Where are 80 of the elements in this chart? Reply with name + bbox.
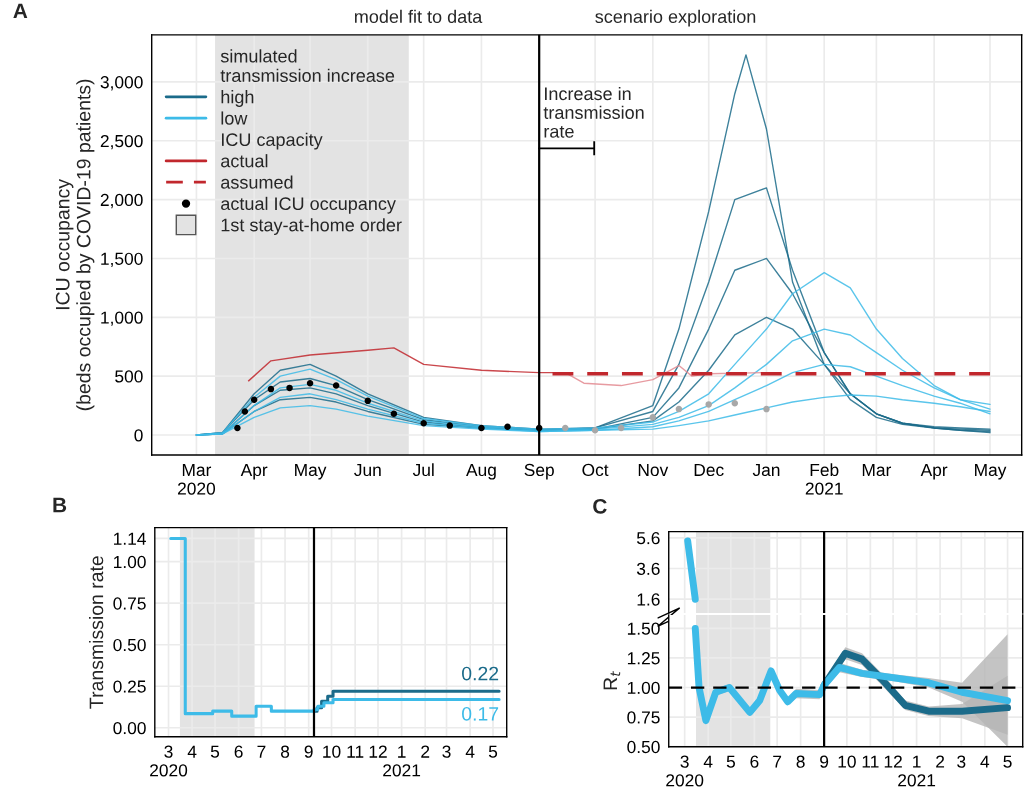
x-tick-label: Sep [524,463,554,480]
x-tick-label: Nov [638,463,669,477]
x-tick-label: May [295,463,327,480]
chart-title: A [13,3,28,19]
x-tick-label: May [975,463,1007,480]
x-tick-label: Dec [694,463,724,477]
y-tick-label: 0.50 [113,638,146,652]
x-tick-label: 5 [1003,755,1012,768]
y-tick-label: 1.14 [114,532,146,545]
x-tick-label: 4 [980,755,990,768]
x-tick-label: 10 [323,745,341,758]
x-tick-label: Mar [862,463,892,477]
x-tick-label: 3 [442,745,451,758]
y-tick-label: 1,500 [101,252,143,267]
x-tick-label: 2 [421,745,430,758]
data-label: 0.22 [462,666,499,681]
text: model fit to data [354,9,483,24]
x-tick-label: 9 [820,755,829,768]
x-tick-label: 8 [796,755,805,768]
x-tick-label: 4 [703,755,713,768]
legend-label: low [221,111,248,125]
y-tick-label: 3,000 [100,76,143,91]
band-label: 1st stay-at-home order [221,218,402,235]
y-tick-label: 0.75 [627,711,660,724]
y-tick-label: 5.6 [636,531,660,545]
x-tick-label: 11 [347,745,364,758]
x-tick-label: Jan [752,463,780,477]
y-tick-label: 0 [134,429,143,442]
y-tick-label: 1,000 [101,311,143,326]
x-tick-label: 3 2020 [150,745,188,777]
y-tick-label: 0.50 [627,740,660,754]
x-tick-label: Oct [582,463,609,477]
x-tick-label: 6 [234,745,243,758]
data-label: 0.17 [462,706,499,721]
x-tick-label: Jul [412,463,434,477]
annotation: Increase in transmission rate [543,86,644,138]
x-tick-label: Apr [240,463,268,480]
x-tick-label: 10 [838,755,856,768]
y-tick-label: 1.00 [114,555,146,569]
x-tick-label: 4 [465,745,475,758]
y-tick-label: 0.75 [113,597,146,610]
y-tick-label: 0.25 [113,680,146,693]
y-axis-title: ICU occupancy (beds occupied by COVID-19 patients) [55,79,95,411]
chart-title: C [593,498,607,514]
x-tick-label: Feb 2021 [805,463,843,495]
x-tick-label: 2 [936,755,945,768]
x-tick-label: 5 [488,745,498,758]
x-tick-label: 7 [773,755,782,768]
x-tick-label: 5 [726,755,735,768]
x-tick-label: Jun [354,463,381,477]
y-axis-title: Transmission rate [89,556,104,709]
y-tick-label: 0.00 [113,721,146,735]
x-tick-label: 3 [957,755,966,768]
text: ICU capacity [221,132,323,150]
x-tick-label: 3 2020 [666,755,704,787]
text: scenario exploration [595,9,756,27]
x-tick-label: 8 [280,745,290,758]
y-tick-label: 3.6 [636,562,660,575]
y-tick-label: 1.50 [627,622,660,635]
legend-label: actual ICU occupancy [221,196,396,214]
y-tick-label: 1.6 [637,593,660,606]
x-tick-label: 9 [304,745,313,758]
x-tick-label: 6 [750,755,759,768]
chart-title: B [53,497,67,513]
y-tick-label: 2,000 [100,193,143,209]
x-tick-label: Aug [466,463,496,480]
x-tick-label: 11 [862,755,879,768]
y-tick-label: 2,500 [100,134,143,150]
x-tick-label: 7 [257,745,266,758]
legend-label: assumed [221,175,293,189]
x-tick-label: 4 [187,745,197,758]
legend-label: actual [221,154,268,168]
legend-label: high [221,90,254,107]
y-tick-label: 1.00 [627,681,660,694]
x-tick-label: Apr [920,463,948,480]
y-axis-title: R$_{t}$ [603,670,621,690]
x-tick-label: Mar 2020 [177,463,216,495]
y-tick-label: 1.25 [627,652,660,665]
x-tick-label: 5 [210,745,220,758]
y-tick-label: 500 [115,370,143,383]
